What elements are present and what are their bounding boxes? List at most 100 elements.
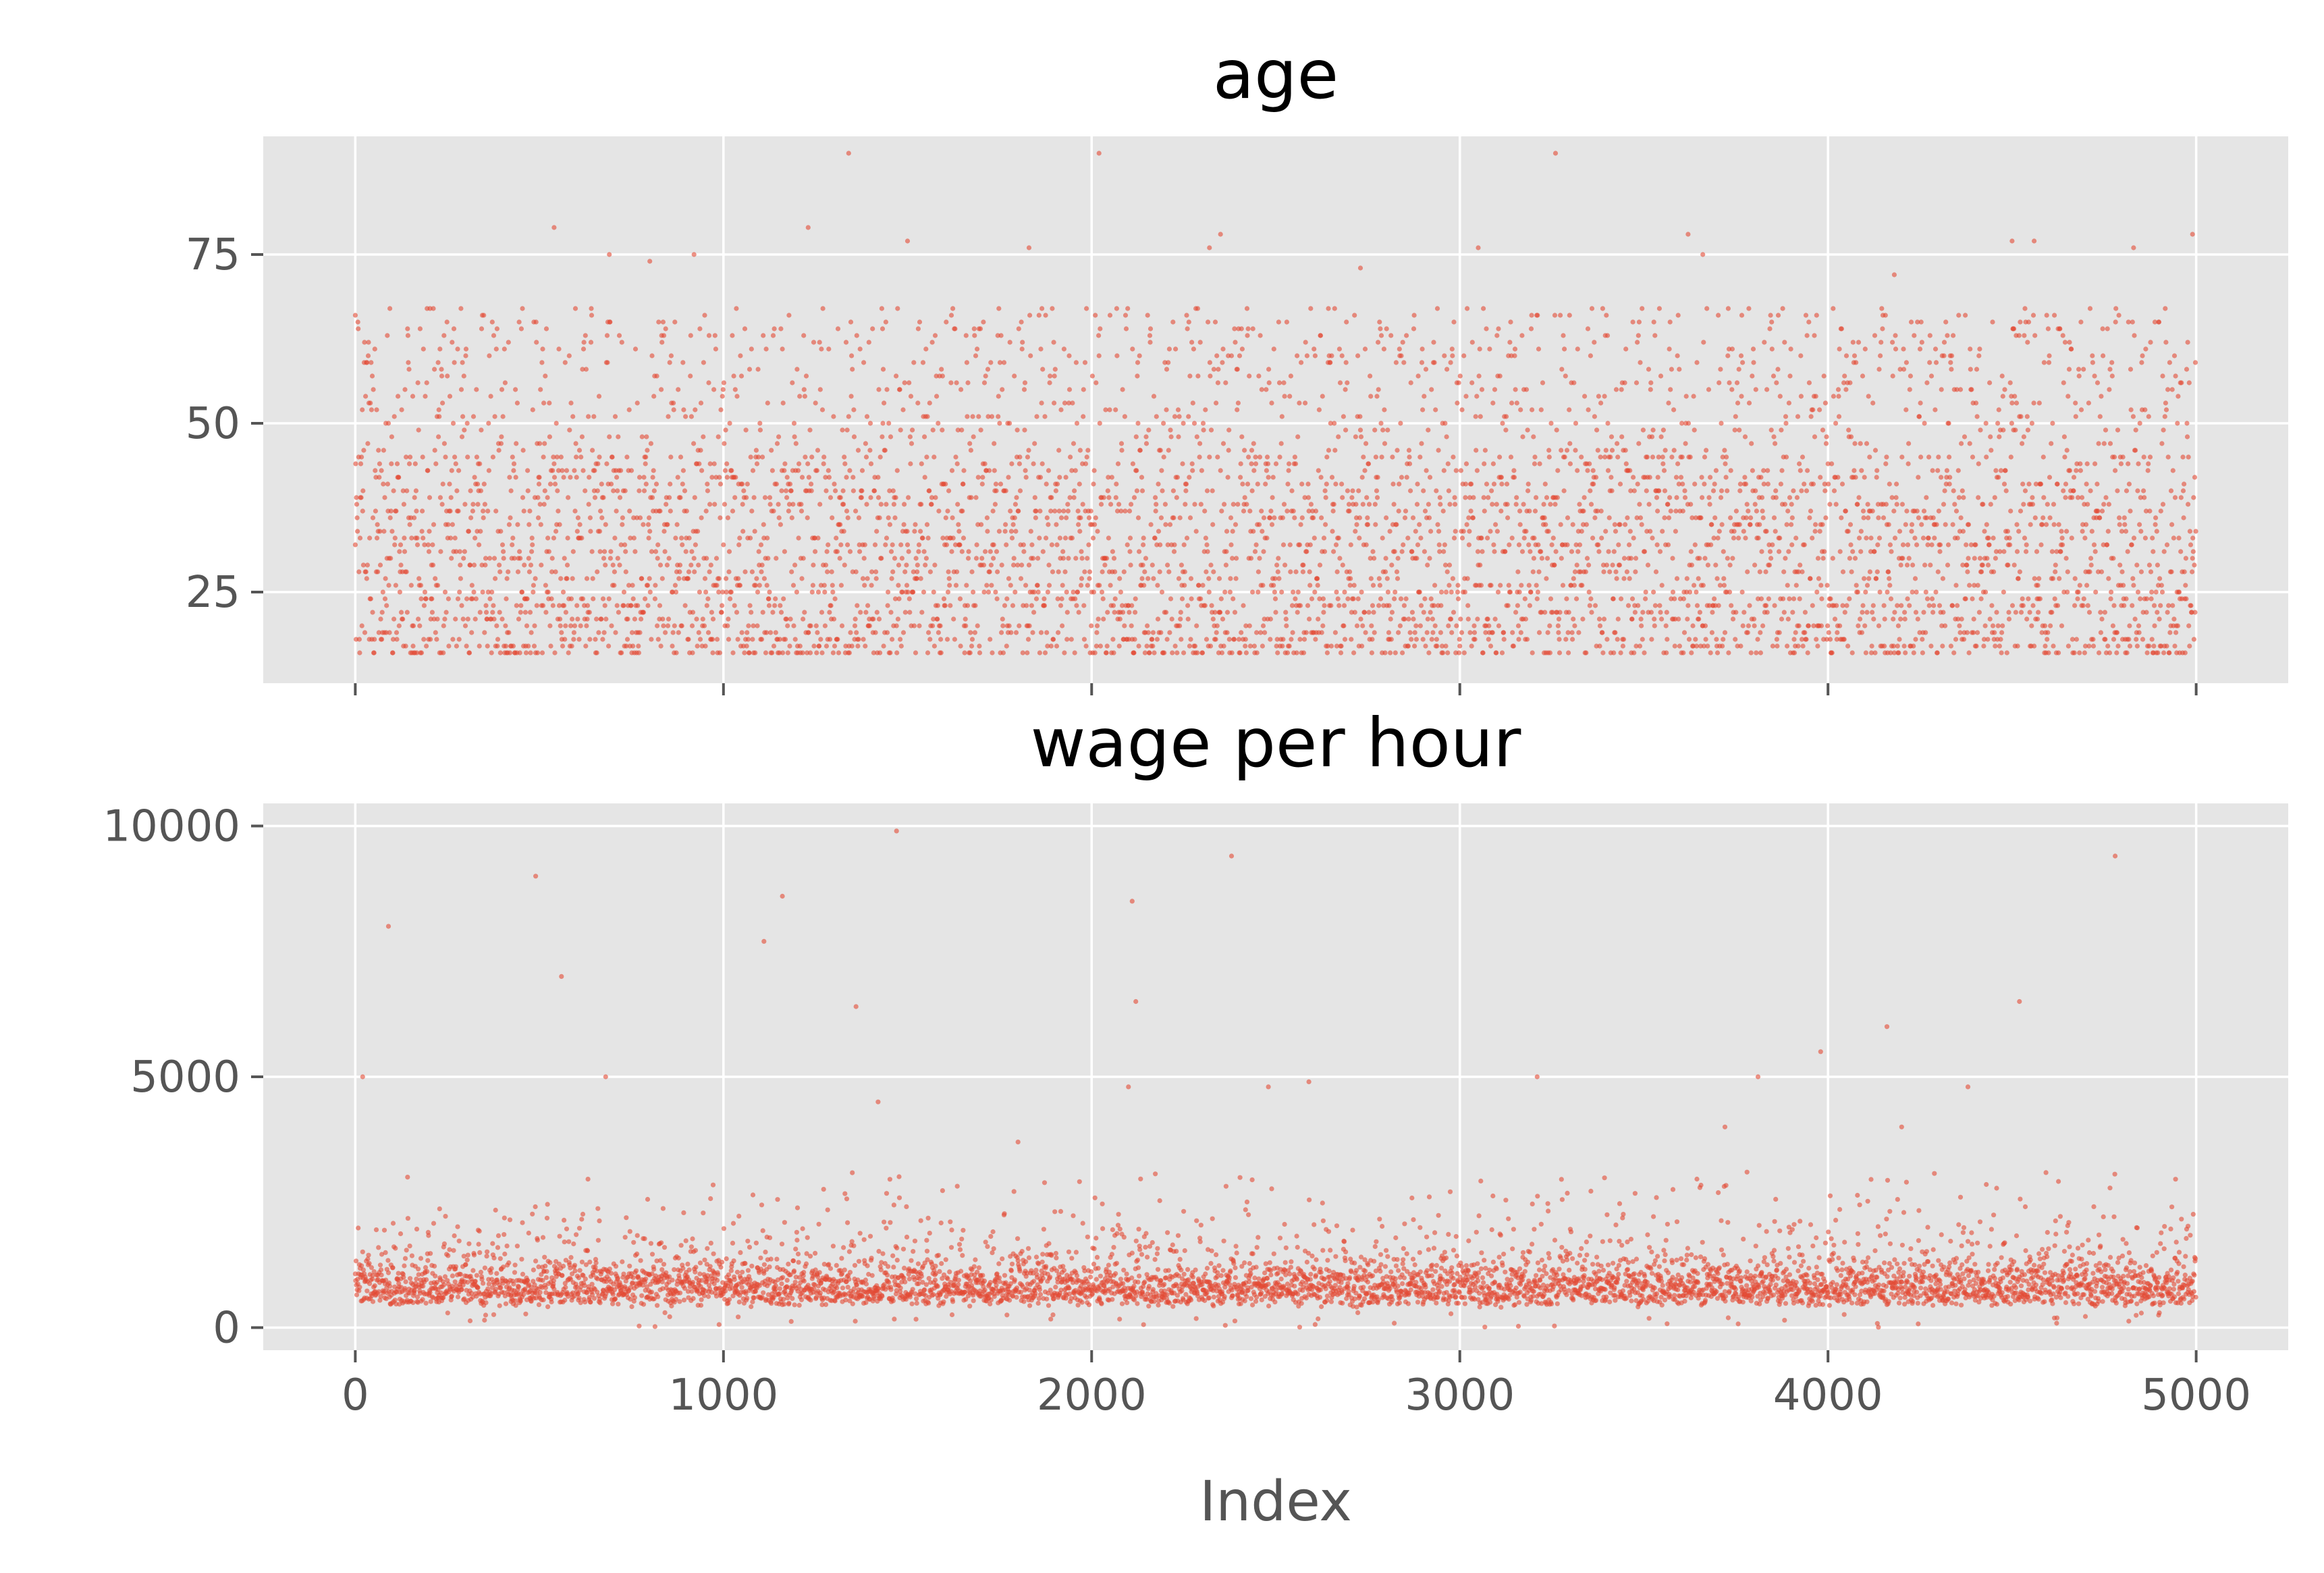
age-point bbox=[1289, 603, 1295, 608]
age-point bbox=[1639, 522, 1644, 527]
age-point bbox=[1374, 495, 1380, 500]
age-point bbox=[1183, 488, 1189, 494]
age-point bbox=[1055, 596, 1060, 602]
age-point bbox=[2106, 576, 2111, 581]
age-point bbox=[2153, 515, 2159, 521]
age-point bbox=[834, 535, 839, 541]
age-point bbox=[1293, 461, 1299, 466]
age-point bbox=[496, 448, 502, 453]
age-point bbox=[689, 549, 695, 554]
age-point bbox=[672, 623, 677, 629]
age-point bbox=[1735, 400, 1741, 406]
age-point bbox=[2001, 481, 2007, 487]
age-point bbox=[603, 522, 608, 527]
age-point bbox=[2038, 542, 2044, 548]
age-point bbox=[1651, 319, 1656, 325]
age-point bbox=[448, 535, 454, 541]
age-point bbox=[550, 603, 556, 608]
age-point bbox=[911, 623, 917, 629]
age-point bbox=[387, 515, 393, 521]
age-point bbox=[1672, 643, 1677, 649]
age-point bbox=[1241, 603, 1246, 608]
age-point bbox=[552, 481, 558, 487]
age-point bbox=[2018, 508, 2024, 514]
age-point bbox=[1475, 616, 1480, 622]
age-point bbox=[1870, 400, 1876, 406]
age-point bbox=[981, 562, 987, 568]
age-point bbox=[1179, 596, 1185, 602]
age-point bbox=[925, 650, 931, 656]
age-point bbox=[1247, 623, 1252, 629]
age-point bbox=[1862, 623, 1868, 629]
age-point bbox=[845, 542, 850, 548]
age-point bbox=[410, 643, 416, 649]
age-point bbox=[522, 562, 527, 568]
age-point bbox=[1523, 529, 1529, 534]
age-point bbox=[1139, 488, 1145, 494]
age-point bbox=[1590, 468, 1596, 473]
age-point bbox=[672, 319, 678, 325]
age-point bbox=[580, 596, 586, 602]
age-point bbox=[1696, 576, 1701, 581]
age-point bbox=[1945, 333, 1950, 338]
age-point bbox=[1619, 434, 1625, 439]
age-point bbox=[1754, 508, 1759, 514]
age-point bbox=[826, 346, 832, 352]
age-point bbox=[1158, 542, 1163, 548]
age-point bbox=[2114, 650, 2119, 656]
age-point bbox=[2176, 535, 2182, 541]
age-point bbox=[448, 495, 454, 500]
age-point bbox=[1353, 502, 1359, 507]
age-point bbox=[930, 623, 936, 629]
age-point bbox=[602, 603, 607, 608]
age-point bbox=[2052, 313, 2057, 318]
age-point bbox=[1270, 495, 1275, 500]
age-point bbox=[1523, 616, 1528, 622]
age-point bbox=[1086, 515, 1092, 521]
age-point bbox=[1843, 387, 1849, 392]
age-point bbox=[697, 589, 702, 595]
age-point bbox=[380, 589, 385, 595]
age-point bbox=[697, 326, 703, 331]
age-point bbox=[2036, 576, 2042, 581]
age-point bbox=[1039, 306, 1045, 311]
age-point bbox=[848, 394, 854, 399]
age-point bbox=[371, 650, 377, 656]
age-point bbox=[1046, 583, 1052, 588]
age-point bbox=[1401, 542, 1406, 548]
age-point bbox=[1505, 603, 1511, 608]
age-point bbox=[1164, 407, 1169, 412]
age-point bbox=[1685, 616, 1690, 622]
age-point bbox=[842, 461, 848, 466]
age-point bbox=[605, 360, 610, 365]
age-point bbox=[1155, 583, 1160, 588]
age-point bbox=[549, 596, 554, 602]
age-point bbox=[1874, 576, 1879, 581]
age-point bbox=[1341, 414, 1346, 419]
age-point bbox=[1288, 373, 1293, 379]
age-point bbox=[1266, 475, 1271, 480]
age-point bbox=[1243, 623, 1249, 629]
age-point bbox=[1980, 502, 1986, 507]
age-point bbox=[763, 346, 769, 352]
age-point bbox=[1254, 630, 1260, 635]
age-point bbox=[1385, 589, 1390, 595]
age-point bbox=[2064, 529, 2070, 534]
age-point bbox=[1457, 650, 1462, 656]
age-point bbox=[1606, 549, 1611, 554]
age-point bbox=[692, 495, 697, 500]
age-point bbox=[861, 637, 866, 642]
age-point bbox=[663, 630, 668, 635]
age-point bbox=[1600, 306, 1605, 311]
age-point bbox=[1822, 488, 1828, 494]
age-point bbox=[1219, 508, 1224, 514]
age-point bbox=[718, 481, 724, 487]
age-point bbox=[471, 562, 477, 568]
age-point bbox=[741, 488, 747, 494]
age-point bbox=[628, 468, 634, 473]
age-point bbox=[1443, 643, 1449, 649]
age-point bbox=[1454, 623, 1459, 629]
age-point bbox=[981, 319, 986, 325]
age-point bbox=[682, 603, 688, 608]
age-point bbox=[1681, 596, 1686, 602]
